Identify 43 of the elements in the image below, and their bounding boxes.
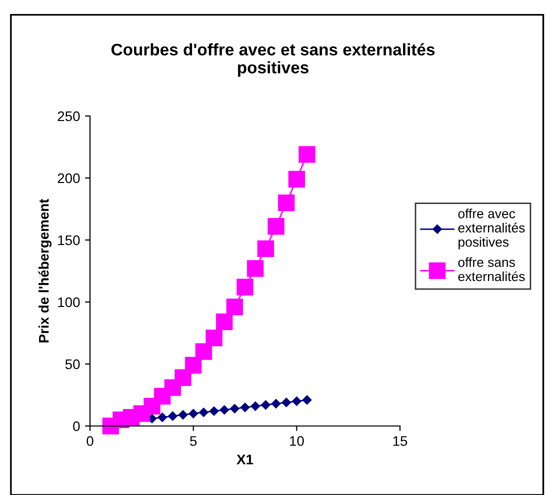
- point: [240, 402, 250, 412]
- x-axis-title: X1: [236, 454, 254, 464]
- point: [158, 412, 167, 422]
- y-tick-label: 0: [73, 421, 80, 432]
- point: [188, 408, 198, 418]
- point: [268, 218, 284, 235]
- point: [199, 408, 208, 417]
- point: [298, 146, 316, 163]
- y-tick-label: 250: [58, 111, 80, 122]
- point: [257, 240, 274, 258]
- point: [209, 406, 219, 416]
- point: [247, 260, 264, 277]
- point: [250, 402, 260, 411]
- point: [216, 314, 233, 330]
- y-axis-title: Prix de l'hébergement: [38, 198, 52, 342]
- point: [292, 396, 302, 406]
- y-tick-label: 200: [58, 173, 80, 184]
- point: [282, 398, 291, 408]
- point: [168, 411, 178, 421]
- x-tick-label: 5: [190, 436, 197, 446]
- legend-label: offre sans externalités: [458, 257, 525, 282]
- chart-title: Courbes d'offre avec et sans externalités positives: [111, 43, 435, 77]
- point: [288, 170, 305, 188]
- y-tick-label: 150: [58, 235, 80, 246]
- x-tick-label: 15: [393, 436, 408, 446]
- point: [278, 194, 295, 212]
- x-tick-label: 0: [86, 436, 94, 446]
- x-tick-label: 10: [290, 436, 304, 446]
- point: [206, 330, 222, 346]
- point: [226, 298, 243, 316]
- point: [178, 410, 188, 420]
- point: [220, 405, 229, 415]
- legend-label: offre avec externalités positives: [458, 208, 525, 250]
- point: [185, 356, 202, 374]
- y-tick-label: 100: [58, 297, 80, 308]
- point: [195, 343, 212, 360]
- point: [230, 404, 240, 414]
- point: [236, 278, 254, 296]
- point: [261, 400, 270, 410]
- point: [302, 395, 312, 405]
- y-tick-label: 50: [65, 359, 80, 370]
- point: [174, 369, 192, 386]
- point: [271, 399, 281, 408]
